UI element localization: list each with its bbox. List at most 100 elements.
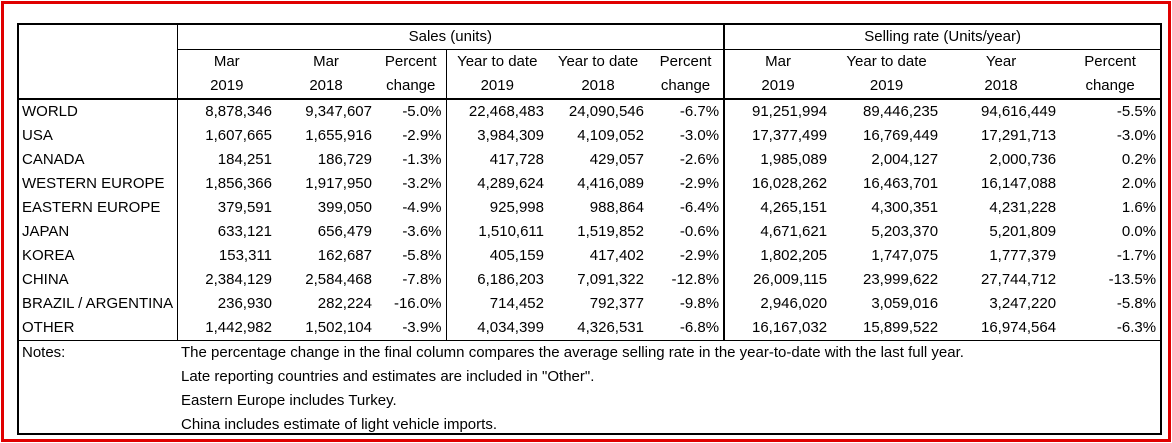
table-row: WORLD 8,878,346 9,347,607 -5.0% 22,468,483 24… <box>19 98 1161 124</box>
data-cell: 16,167,032 <box>723 316 832 341</box>
data-cell: 16,028,262 <box>723 172 832 196</box>
column-header: 2019 <box>445 74 548 99</box>
data-cell: 17,291,713 <box>980 127 1057 144</box>
data-cell: 24,090,546 <box>548 98 648 124</box>
data-cell: 429,057 <box>589 151 644 168</box>
region-name: USA <box>22 127 53 144</box>
data-cell: -12.8% <box>671 271 720 288</box>
notes-row: Eastern Europe includes Turkey. <box>19 389 1160 413</box>
data-cell: 1,502,104 <box>305 319 372 336</box>
data-cell: 4,671,621 <box>723 220 832 244</box>
region-name: EASTERN EUROPE <box>22 199 161 216</box>
table-body: WORLD 8,878,346 9,347,607 -5.0% 22,468,483 24… <box>19 98 1161 341</box>
data-cell: -3.2% <box>402 175 442 192</box>
data-cell: 4,300,351 <box>871 199 939 216</box>
data-cell: -6.7% <box>648 98 725 124</box>
data-cell: -4.9% <box>402 199 442 216</box>
data-cell: -13.5% <box>1108 271 1157 288</box>
column-header: Percent <box>1084 53 1136 70</box>
notes-row: China includes estimate of light vehicle… <box>19 413 1160 437</box>
column-header: Year to date <box>557 53 639 70</box>
data-cell: 8,878,346 <box>176 98 276 124</box>
notes-label: Notes: <box>19 340 177 365</box>
data-cell: 1.6% <box>1121 199 1157 216</box>
column-header: 2019 <box>869 77 904 94</box>
data-cell: 379,591 <box>176 196 276 220</box>
data-cell: -6.4% <box>679 199 720 216</box>
region-name: CANADA <box>22 151 85 168</box>
data-cell: 2,384,129 <box>176 268 276 292</box>
data-cell: 3,247,220 <box>989 295 1057 312</box>
data-cell: 633,121 <box>176 220 276 244</box>
column-header: 2018 <box>581 77 615 94</box>
data-cell: 2,584,468 <box>305 271 372 288</box>
data-cell: 89,446,235 <box>831 98 943 124</box>
data-cell: 16,974,564 <box>980 319 1057 336</box>
data-cell: -2.9% <box>402 127 442 144</box>
column-header: Mar <box>723 49 832 74</box>
column-header: Year to date <box>846 53 927 70</box>
data-cell: 7,091,322 <box>577 271 644 288</box>
data-cell: 3,984,309 <box>445 124 548 148</box>
column-header: 2019 <box>723 74 832 99</box>
data-cell: 4,265,151 <box>723 196 832 220</box>
data-cell: 1,442,982 <box>176 316 276 341</box>
data-cell: 16,769,449 <box>862 127 939 144</box>
data-cell: 17,377,499 <box>723 124 832 148</box>
data-cell: -1.7% <box>1116 247 1157 264</box>
data-cell: 5,201,809 <box>989 223 1057 240</box>
data-cell: 656,479 <box>317 223 372 240</box>
data-cell: 792,377 <box>589 295 644 312</box>
data-cell: 714,452 <box>445 292 548 316</box>
sales-table: Sales (units) Selling rate (Units/year) … <box>19 25 1161 437</box>
data-cell: 1,510,611 <box>445 220 548 244</box>
notes-row: Notes: The percentage change in the fina… <box>19 340 1161 365</box>
data-cell: 282,224 <box>317 295 372 312</box>
data-cell: 153,311 <box>176 244 276 268</box>
column-header-row-1: Mar Mar Percent Year to date Year to dat… <box>19 49 1160 74</box>
data-cell: -0.6% <box>679 223 720 240</box>
data-cell: 15,899,522 <box>862 319 939 336</box>
data-cell: 16,463,701 <box>862 175 939 192</box>
data-cell: -16.0% <box>393 295 442 312</box>
table-row: KOREA 153,311 162,687 -5.8% 405,159 417,402 -2… <box>19 244 1160 268</box>
note-line: The percentage change in the final colum… <box>177 340 1161 365</box>
data-cell: -3.0% <box>679 127 720 144</box>
table-row: EASTERN EUROPE 379,591 399,050 -4.9% 925,998… <box>19 196 1160 220</box>
data-cell: 91,251,994 <box>723 98 832 124</box>
sales-group-header: Sales (units) <box>176 25 725 50</box>
data-cell: -1.3% <box>402 151 442 168</box>
data-cell: -2.9% <box>679 247 720 264</box>
data-cell: 236,930 <box>176 292 276 316</box>
region-name: BRAZIL / ARGENTINA <box>22 295 174 312</box>
column-header: change <box>1085 77 1135 94</box>
data-cell: 4,416,089 <box>577 175 644 192</box>
selling-rate-group-header: Selling rate (Units/year) <box>723 25 1161 50</box>
data-cell: 1,856,366 <box>176 172 276 196</box>
data-cell: 399,050 <box>317 199 372 216</box>
data-cell: 4,326,531 <box>577 319 644 336</box>
data-cell: 94,616,449 <box>942 98 1061 124</box>
data-cell: -3.9% <box>402 319 442 336</box>
sales-table-container: Sales (units) Selling rate (Units/year) … <box>17 23 1162 435</box>
data-cell: 2,946,020 <box>723 292 832 316</box>
column-header: change <box>660 77 711 94</box>
data-cell: 23,999,622 <box>862 271 939 288</box>
data-cell: 184,251 <box>176 148 276 172</box>
table-row: JAPAN 633,121 656,479 -3.6% 1,510,611 1,519,8… <box>19 220 1160 244</box>
column-header: Percent <box>659 53 712 70</box>
region-name: WORLD <box>19 98 177 124</box>
note-line: Late reporting countries and estimates a… <box>181 368 595 385</box>
table-row: OTHER 1,442,982 1,502,104 -3.9% 4,034,399 4,3… <box>19 316 1160 341</box>
data-cell: 1,655,916 <box>305 127 372 144</box>
data-cell: 1,519,852 <box>577 223 644 240</box>
data-cell: 1,802,205 <box>723 244 832 268</box>
data-cell: 27,744,712 <box>980 271 1057 288</box>
note-line: China includes estimate of light vehicle… <box>181 416 497 433</box>
data-cell: 22,468,483 <box>445 98 548 124</box>
column-header: 2019 <box>176 74 276 99</box>
region-name: OTHER <box>22 319 75 336</box>
data-cell: 0.2% <box>1121 151 1157 168</box>
column-header: Mar <box>313 53 339 70</box>
